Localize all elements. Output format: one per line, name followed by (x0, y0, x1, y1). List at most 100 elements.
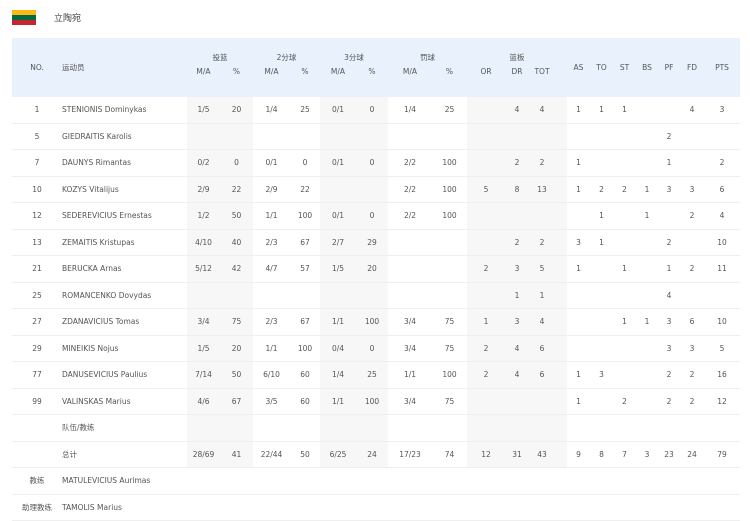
player-row: 7 DAUNYS Rimantas 0/2 0 0/1 0 0/1 0 2/2 100 2 2 1 1 2 (12, 149, 740, 177)
cell-dr: 4 (505, 361, 529, 389)
cell-fg-pct: 0 (220, 149, 253, 177)
cell-fd: 24 (680, 441, 704, 468)
cell-2p-pct: 100 (290, 202, 320, 230)
cell-dr: 2 (505, 229, 529, 256)
cell-player: MINEIKIS Nojus (62, 335, 187, 362)
cell-or (467, 414, 505, 442)
cell-ft-ma (388, 282, 432, 309)
cell-ft-pct: 74 (432, 441, 467, 468)
cell-as (567, 123, 590, 150)
cell-fg-ma: 5/12 (187, 255, 220, 283)
cell-3p-ma: 0/1 (320, 149, 356, 177)
cell-to (590, 123, 613, 150)
cell-2p-pct: 50 (290, 441, 320, 468)
cell-to (590, 335, 613, 362)
cell-2p-pct: 57 (290, 255, 320, 283)
cell-st: 1 (613, 97, 636, 124)
cell-bs: 1 (636, 176, 658, 203)
cell-pts: 10 (704, 229, 740, 256)
totals-row: 总计 28/69 41 22/44 50 6/25 24 17/23 74 12 31 43 9 8 7 3 2… (12, 441, 740, 468)
cell-3p-ma: 1/1 (320, 308, 356, 336)
cell-fg-pct: 42 (220, 255, 253, 283)
cell-bs (636, 414, 658, 442)
cell-fg-pct: 22 (220, 176, 253, 203)
cell-2p-ma: 1/4 (253, 97, 290, 124)
cell-no: 77 (12, 361, 62, 389)
cell-or: 1 (467, 308, 505, 336)
cell-no (12, 441, 62, 468)
cell-ft-pct (432, 255, 467, 283)
cell-or (467, 229, 505, 256)
col-ft-ma: M/A (388, 65, 432, 97)
cell-player: ZDANAVICIUS Tomas (62, 308, 187, 336)
cell-tot: 5 (529, 255, 567, 283)
cell-st: 2 (613, 388, 636, 415)
col-2p-ma: M/A (253, 65, 290, 97)
cell-bs: 3 (636, 441, 658, 468)
cell-pf: 2 (658, 388, 680, 415)
cell-pts: 12 (704, 388, 740, 415)
cell-2p-pct (290, 414, 320, 442)
cell-fd: 2 (680, 361, 704, 389)
cell-ft-ma: 3/4 (388, 308, 432, 336)
cell-2p-pct (290, 123, 320, 150)
col-3p-ma: M/A (320, 65, 356, 97)
cell-fd (680, 414, 704, 442)
col-player: 运动员 (62, 38, 187, 97)
cell-2p-ma: 6/10 (253, 361, 290, 389)
cell-as: 1 (567, 361, 590, 389)
cell-ft-ma: 2/2 (388, 149, 432, 177)
cell-fd: 3 (680, 176, 704, 203)
cell-to (590, 308, 613, 336)
group-3p: 3分球 (320, 38, 388, 65)
cell-bs (636, 361, 658, 389)
cell-or: 2 (467, 335, 505, 362)
cell-fg-ma: 1/5 (187, 97, 220, 124)
cell-fd: 6 (680, 308, 704, 336)
cell-3p-ma (320, 414, 356, 442)
cell-bs (636, 255, 658, 283)
cell-fg-pct (220, 414, 253, 442)
cell-fg-ma: 4/10 (187, 229, 220, 256)
cell-ft-pct (432, 282, 467, 309)
cell-fg-ma: 1/2 (187, 202, 220, 230)
cell-pf (658, 414, 680, 442)
cell-as: 1 (567, 176, 590, 203)
cell-fg-pct (220, 282, 253, 309)
cell-tot: 4 (529, 308, 567, 336)
team-header: 立陶宛 (12, 8, 81, 26)
flag-stripe (12, 14, 36, 20)
cell-pf: 3 (658, 176, 680, 203)
cell-fd: 4 (680, 97, 704, 124)
cell-dr (505, 202, 529, 230)
cell-dr: 31 (505, 441, 529, 468)
cell-2p-pct: 67 (290, 308, 320, 336)
player-row: 13 ZEMAITIS Kristupas 4/10 40 2/3 67 2/7 29 2 2 3 1… (12, 229, 740, 256)
cell-tot: 2 (529, 229, 567, 256)
cell-ft-pct (432, 229, 467, 256)
cell-3p-pct: 29 (356, 229, 388, 256)
cell-fg-pct: 50 (220, 202, 253, 230)
cell-2p-ma (253, 414, 290, 442)
player-row: 99 VALINSKAS Marius 4/6 67 3/5 60 1/1 100 3/4 75 1… (12, 388, 740, 415)
cell-as (567, 202, 590, 230)
cell-as (567, 414, 590, 442)
cell-fg-pct: 50 (220, 361, 253, 389)
cell-dr (505, 123, 529, 150)
cell-fd (680, 123, 704, 150)
cell-3p-ma: 6/25 (320, 441, 356, 468)
lithuania-flag-icon (12, 9, 36, 25)
cell-3p-pct: 20 (356, 255, 388, 283)
cell-fg-pct: 20 (220, 335, 253, 362)
cell-pts (704, 282, 740, 309)
cell-2p-pct: 100 (290, 335, 320, 362)
cell-bs (636, 97, 658, 124)
cell-st (613, 149, 636, 177)
col-no: NO. (12, 38, 62, 97)
cell-player: SEDEREVICIUS Ernestas (62, 202, 187, 230)
cell-ft-ma: 3/4 (388, 335, 432, 362)
cell-tot: 13 (529, 176, 567, 203)
cell-2p-pct: 67 (290, 229, 320, 256)
player-row: 12 SEDEREVICIUS Ernestas 1/2 50 1/1 100 0/1 0 2/… (12, 202, 740, 230)
cell-tot: 6 (529, 335, 567, 362)
